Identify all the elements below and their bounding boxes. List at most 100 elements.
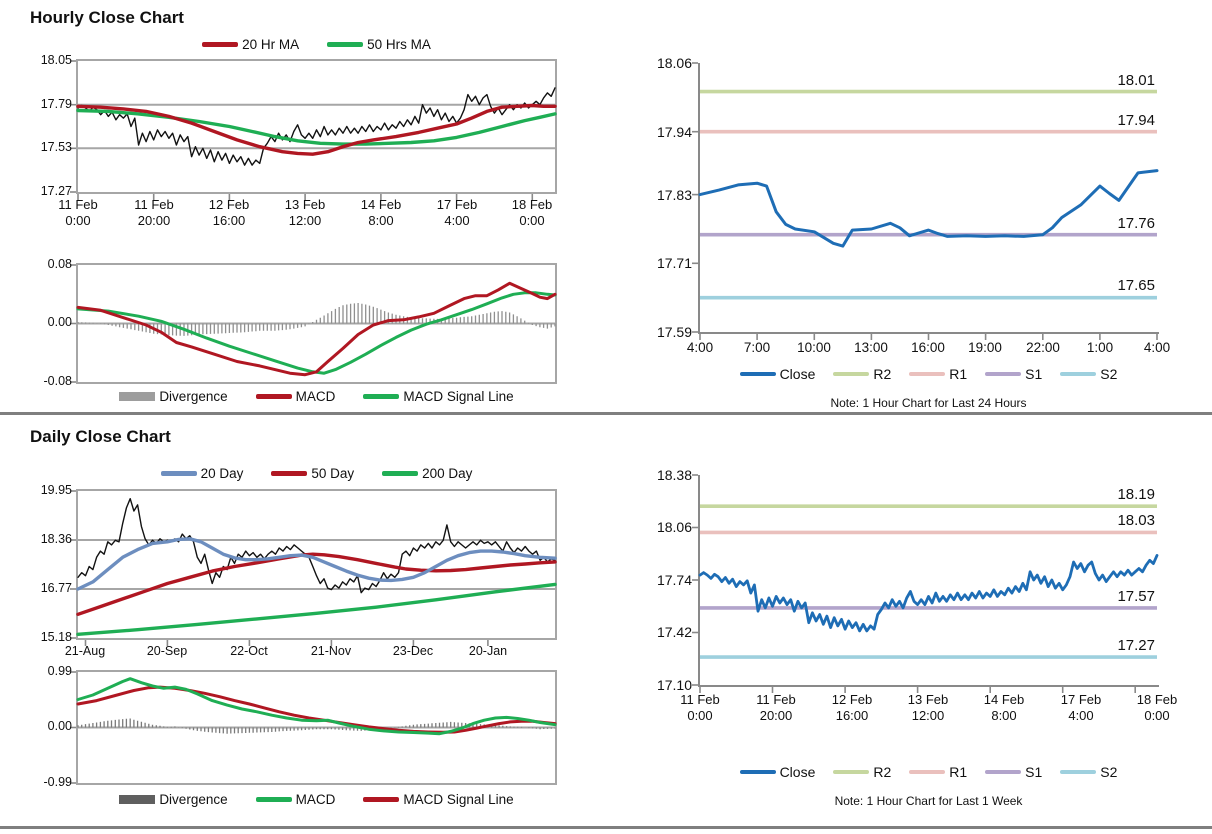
s2-swatch [1060,372,1097,376]
y-tick: 17.53 [40,140,72,154]
s2-swatch [1060,770,1097,774]
legend-label: MACD Signal Line [403,389,514,404]
legend-item-s2: S2 [1060,764,1117,780]
macd-swatch [255,797,292,802]
ma50-swatch [327,42,364,47]
x-tick: 20-Jan [468,644,508,658]
legend-item-divergence: Divergence [119,389,228,404]
y-tick: 17.59 [656,324,692,340]
x-tick: 13:00 [854,340,888,355]
y-tick: 17.79 [40,97,72,111]
r2-level-label: 18.19 [1117,486,1155,503]
bottom-divider [0,826,1212,829]
macd-signal-swatch [363,394,400,399]
legend-label: R1 [949,366,968,382]
day-levels-legend: Close R2 R1 S1 S2 [700,366,1157,382]
hourly-macd-plot-border [76,263,557,384]
x-tick: 20-Sep [146,644,188,658]
x-tick: 22:00 [1026,340,1060,355]
r1-level-label: 18.03 [1117,512,1155,529]
daily-price-legend: 20 Day 50 Day 200 Day [78,466,555,481]
legend-label: R2 [873,366,892,382]
y-tick: 18.06 [656,55,692,71]
legend-label: S2 [1100,366,1118,382]
r1-swatch [909,372,946,376]
x-tick: 18 Feb 0:00 [511,197,553,228]
x-tick: 11 Feb 20:00 [134,197,174,228]
day-levels-axes [698,63,1159,334]
week-levels-axes [698,475,1159,687]
y-tick: 0.99 [47,664,72,678]
legend-item-macd-signal: MACD Signal Line [363,792,514,807]
legend-label: S2 [1100,764,1118,780]
legend-label: R1 [949,764,968,780]
y-tick: 18.36 [40,532,72,546]
daily-price-plot [70,490,557,646]
divergence-swatch [119,392,156,401]
x-tick: 1:00 [1086,340,1114,355]
r2-level-label: 18.01 [1117,72,1155,89]
week-levels-legend: Close R2 R1 S1 S2 [700,764,1157,780]
legend-item-50day: 50 Day [271,466,354,481]
x-tick: 13 Feb 12:00 [284,197,326,228]
x-tick: 14 Feb 8:00 [983,692,1025,723]
s2-level-label: 17.65 [1117,277,1155,294]
legend-item-r2: R2 [833,764,891,780]
close-swatch [739,372,776,376]
r1-swatch [909,770,946,774]
y-tick: 0.00 [47,315,72,329]
y-tick: 17.42 [656,624,692,640]
legend-label: 20 Hr MA [242,37,300,52]
y-tick: 0.08 [47,257,72,271]
x-tick: 10:00 [797,340,831,355]
r2-swatch [833,372,870,376]
macd-swatch [255,394,292,399]
y-tick: 19.95 [40,483,72,497]
s1-level-label: 17.76 [1117,215,1155,232]
y-tick: 18.06 [656,519,692,535]
x-tick: 17 Feb 4:00 [1060,692,1102,723]
legend-label: MACD [295,389,336,404]
x-tick: 23-Dec [392,644,434,658]
legend-item-close: Close [739,764,816,780]
legend-item-r1: R1 [909,764,967,780]
day-levels-note: Note: 1 Hour Chart for Last 24 Hours [830,396,1027,410]
daily-macd-plot [70,671,557,784]
legend-label: R2 [873,764,892,780]
y-tick: 17.27 [40,184,72,198]
legend-label: 200 Day [422,466,473,481]
legend-label: Close [779,366,816,382]
r1-level-label: 17.94 [1117,112,1155,129]
legend-item-s1: S1 [985,366,1042,382]
y-tick: 17.94 [656,124,692,140]
x-tick: 21-Nov [310,644,352,658]
divergence-swatch [119,795,156,804]
hourly-macd-legend: Divergence MACD MACD Signal Line [78,389,555,404]
x-tick: 13 Feb 12:00 [907,692,949,723]
week-levels-note: Note: 1 Hour Chart for Last 1 Week [834,794,1023,808]
section-divider [0,412,1212,415]
close-swatch [739,770,776,774]
daily-price-plot-border [76,489,557,640]
hourly-price-plot [70,60,557,200]
x-tick: 4:00 [686,340,714,355]
legend-label: S1 [1025,366,1043,382]
legend-item-50hr-ma: 50 Hrs MA [327,37,431,52]
y-tick: 18.38 [656,467,692,483]
legend-item-20day: 20 Day [160,466,243,481]
hourly-section-title: Hourly Close Chart [30,8,184,27]
legend-label: Close [779,764,816,780]
r2-swatch [833,770,870,774]
y-tick: 17.71 [656,255,692,271]
x-tick: 11 Feb 0:00 [58,197,98,228]
y-tick: -0.08 [43,374,73,388]
x-tick: 7:00 [743,340,771,355]
legend-item-s2: S2 [1060,366,1117,382]
y-tick: 17.74 [656,572,692,588]
y-tick: 18.05 [40,53,72,67]
s2-level-label: 17.27 [1117,637,1155,654]
legend-item-r2: R2 [833,366,891,382]
x-tick: 14 Feb 8:00 [360,197,402,228]
legend-label: 50 Hrs MA [367,37,431,52]
legend-label: S1 [1025,764,1043,780]
